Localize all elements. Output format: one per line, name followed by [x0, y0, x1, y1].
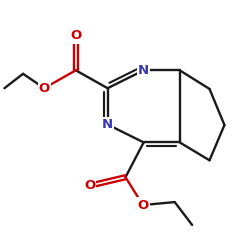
Text: O: O [70, 30, 82, 43]
Text: N: N [102, 118, 113, 131]
Text: O: O [84, 179, 95, 192]
Text: O: O [38, 82, 50, 95]
Text: O: O [137, 198, 148, 211]
Text: N: N [138, 64, 149, 77]
